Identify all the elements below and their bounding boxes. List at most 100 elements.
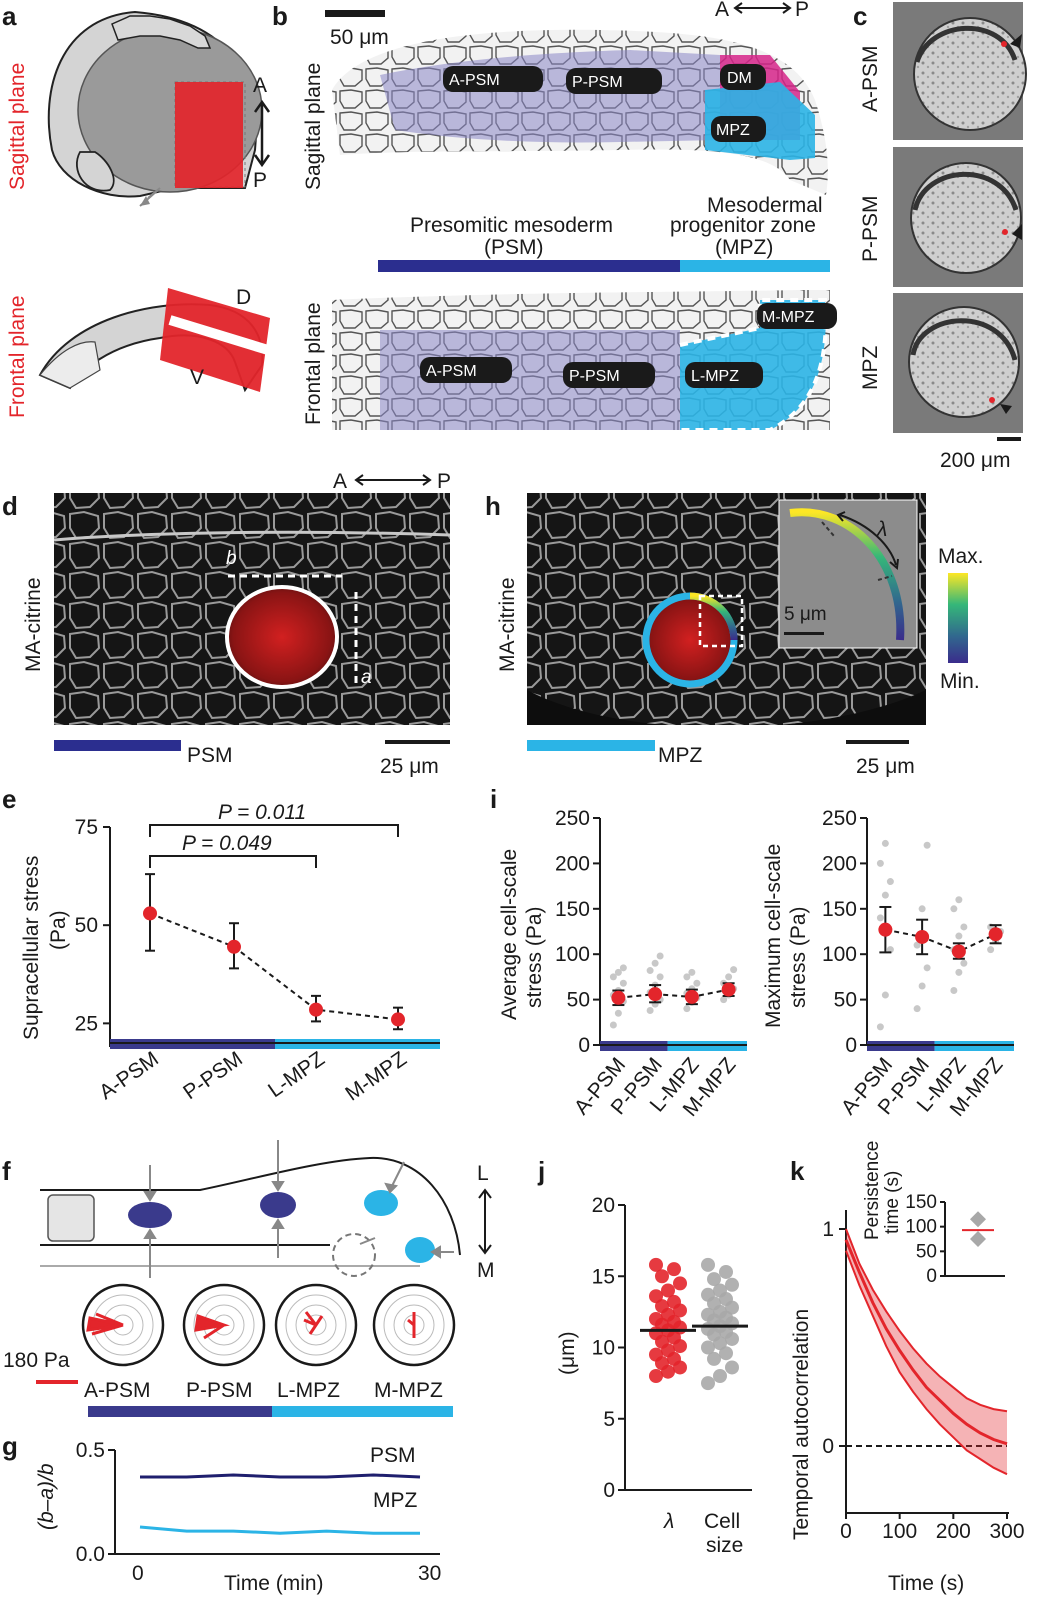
i-left-raw-point [609, 973, 617, 981]
scale-label-50um: 50 μm [330, 26, 389, 49]
h-roi-box [698, 594, 744, 648]
k-inset-ylabel-2: time (s) [882, 1171, 903, 1234]
g-xlabel: Time (min) [224, 1572, 324, 1595]
h-scale-label: 25 μm [856, 755, 915, 778]
i-left-ytick-label: 250 [555, 807, 590, 830]
d-scale-bar [385, 740, 450, 744]
axis-d-label: D [236, 286, 251, 309]
e-ytick-label: 25 [75, 1012, 98, 1035]
f-scale-label: 180 Pa [3, 1349, 70, 1372]
i-left-point [721, 982, 736, 997]
panel-f-label: f [2, 1156, 11, 1186]
k-xlabel: Time (s) [888, 1572, 964, 1595]
i-right-raw-point [955, 932, 963, 940]
f-mpz-bar [272, 1406, 453, 1417]
i-right-line [885, 928, 997, 953]
i-right-ylabel-2: stress (Pa) [787, 906, 810, 1008]
f-cell-ppsm [260, 1192, 296, 1218]
b-ap-arrow [733, 2, 792, 14]
i-left-point [684, 989, 699, 1004]
i-right-point [988, 927, 1003, 942]
i-right-ytick-label: 50 [834, 989, 857, 1012]
d-scale-label: 25 μm [380, 755, 439, 778]
i-right-point [878, 922, 893, 937]
panel-c: c A-PSM P-PSM MPZ 200 μm [853, 1, 1027, 472]
c-row-apsm: A-PSM [859, 2, 1027, 140]
j-cat-size: size [706, 1534, 743, 1557]
mpz-bar [680, 260, 830, 272]
e-line [149, 912, 399, 1021]
j-point [707, 1351, 721, 1366]
d-region-label: PSM [187, 744, 233, 767]
h-colorbar [948, 573, 968, 663]
i-right-raw-point [918, 982, 926, 990]
j-ytick-label: 10 [592, 1337, 615, 1360]
i-right-raw-point [918, 905, 926, 913]
h-inset: λ 5 μm [778, 499, 918, 649]
b-axis-p: P [795, 0, 809, 21]
panel-b: b 50 μm A P Sagittal plane A-PSM P-PSM D… [272, 0, 837, 432]
mpz-title-2: progenitor zone [670, 214, 816, 237]
b-frontal-label: Frontal plane [302, 302, 325, 425]
i-left-point [648, 987, 663, 1002]
axis-v-label: V [190, 366, 204, 389]
k-lower [845, 1250, 1008, 1476]
i-left-ytick-label: 0 [578, 1034, 590, 1057]
i-left-raw-point [730, 966, 738, 974]
i-left-point [611, 990, 626, 1005]
e-point [227, 939, 241, 954]
j-point [673, 1276, 687, 1291]
frontal-plane-label: Frontal plane [6, 295, 29, 418]
panel-d-label: d [2, 491, 18, 521]
d-label-a: a [361, 667, 372, 688]
j-point [661, 1283, 675, 1298]
j-point [667, 1294, 681, 1309]
i-left-raw-point [646, 967, 654, 975]
k-upper [845, 1228, 1008, 1413]
i-left-raw-point [656, 973, 664, 981]
j-point [655, 1269, 669, 1284]
h-lambda: λ [876, 518, 887, 541]
d-axis-p: P [437, 470, 451, 493]
e-point [143, 906, 157, 921]
ap-double-arrow [253, 99, 271, 168]
k-inset-point [970, 1231, 986, 1247]
i-left-ytick-label: 100 [555, 943, 590, 966]
j-point [649, 1369, 663, 1383]
f-label-mmpz: M-MPZ [374, 1379, 443, 1402]
k-xtick-label: 300 [989, 1520, 1024, 1543]
c-scale-bar [997, 437, 1021, 441]
b-sagittal-label: Sagittal plane [302, 63, 325, 190]
h-min-label: Min. [940, 670, 980, 693]
e-xtick-label: L-MPZ [264, 1047, 329, 1102]
i-left-raw-point [720, 996, 728, 1004]
panel-e-label: e [2, 784, 16, 814]
b-frontal-mmpz: M-MPZ [762, 309, 815, 326]
j-point [649, 1289, 663, 1304]
k-xtick-label: 200 [936, 1520, 971, 1543]
c-scale-label: 200 μm [940, 449, 1010, 472]
f-label-lmpz: L-MPZ [277, 1379, 340, 1402]
f-scale-bar [36, 1380, 78, 1384]
sagittal-plane-rect [175, 82, 243, 188]
b-region-mpz: MPZ [716, 122, 750, 139]
i-left-raw-point [609, 1021, 617, 1029]
h-mpz-bar [527, 740, 655, 751]
i-right-raw-point [886, 878, 894, 886]
f-axis-m: M [477, 1259, 495, 1282]
scale-bar-50um [325, 10, 385, 17]
chart-k: k Temporal autocorrelation Time (s) Pers… [790, 1141, 1025, 1595]
i-left-ytick-label: 200 [555, 852, 590, 875]
i-right-raw-point [876, 1023, 884, 1031]
i-left-ytick-label: 50 [567, 989, 590, 1012]
j-point [667, 1262, 681, 1277]
i-left-raw-point [683, 973, 691, 981]
f-rose-lmpz [274, 1283, 358, 1367]
j-ytick-label: 15 [592, 1265, 615, 1288]
k-inset-ylabel-1: Persistence [862, 1141, 883, 1240]
j-point [649, 1347, 663, 1362]
j-point [719, 1264, 733, 1279]
k-xtick-label: 100 [882, 1520, 917, 1543]
e-point [391, 1012, 405, 1027]
j-ylabel: (μm) [556, 1331, 579, 1375]
